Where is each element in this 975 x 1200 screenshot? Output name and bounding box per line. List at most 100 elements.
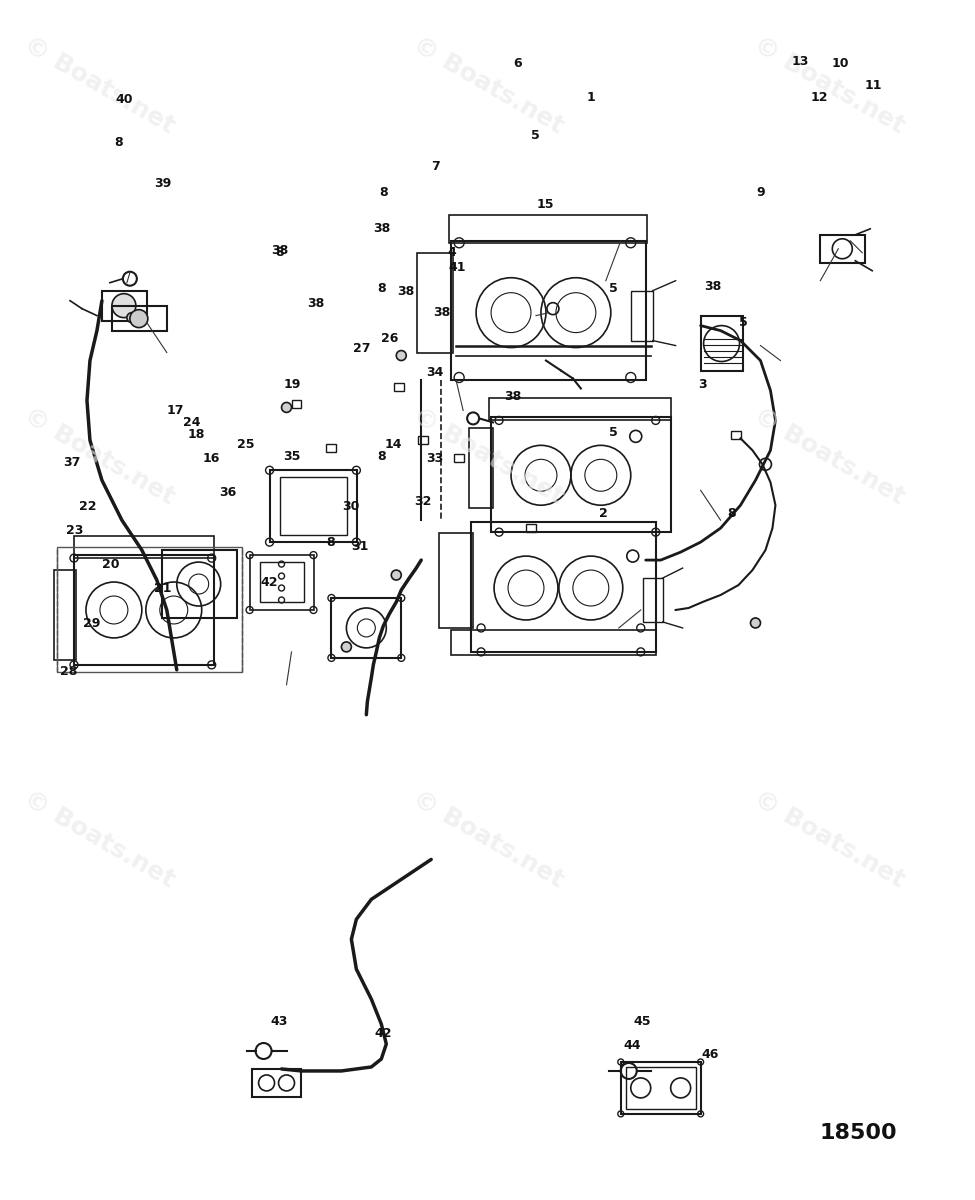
Text: 38: 38 xyxy=(704,280,721,293)
Bar xyxy=(526,524,536,532)
Text: 40: 40 xyxy=(115,94,133,106)
Text: 8: 8 xyxy=(379,186,388,199)
Text: © Boats.net: © Boats.net xyxy=(409,786,568,893)
Bar xyxy=(102,290,147,320)
Text: 38: 38 xyxy=(397,284,414,298)
Text: 32: 32 xyxy=(413,496,431,509)
Text: 26: 26 xyxy=(380,332,398,346)
Text: 19: 19 xyxy=(284,378,300,391)
Text: 5: 5 xyxy=(608,282,617,295)
Bar xyxy=(418,437,428,444)
Text: 9: 9 xyxy=(757,186,765,199)
Bar xyxy=(292,401,301,408)
Circle shape xyxy=(282,402,292,413)
Bar xyxy=(280,478,347,535)
Text: 11: 11 xyxy=(864,79,881,91)
Bar xyxy=(269,470,358,542)
Text: 30: 30 xyxy=(342,500,359,514)
Text: 8: 8 xyxy=(327,536,335,550)
Text: 16: 16 xyxy=(203,452,220,466)
Text: 15: 15 xyxy=(536,198,554,211)
Bar xyxy=(626,1067,695,1109)
Text: 31: 31 xyxy=(351,540,369,553)
Text: 45: 45 xyxy=(634,1015,651,1028)
Text: 6: 6 xyxy=(514,58,522,70)
Circle shape xyxy=(112,294,136,318)
Bar xyxy=(394,384,405,391)
Text: 36: 36 xyxy=(219,486,237,499)
Text: 18500: 18500 xyxy=(819,1123,897,1142)
Text: 8: 8 xyxy=(115,136,123,149)
Text: 3: 3 xyxy=(698,378,707,391)
Text: 38: 38 xyxy=(271,244,288,257)
Text: 12: 12 xyxy=(810,91,828,103)
Text: 29: 29 xyxy=(83,618,100,630)
Text: 23: 23 xyxy=(66,524,84,538)
Text: 18: 18 xyxy=(188,428,206,442)
Bar xyxy=(112,306,167,330)
Bar xyxy=(449,215,646,242)
Text: 34: 34 xyxy=(426,366,444,379)
Text: 2: 2 xyxy=(599,508,607,521)
Bar xyxy=(451,630,656,655)
Text: 28: 28 xyxy=(59,665,77,678)
Text: 5: 5 xyxy=(739,316,748,329)
Text: 13: 13 xyxy=(791,55,808,67)
Bar xyxy=(439,533,473,628)
Text: © Boats.net: © Boats.net xyxy=(20,32,179,138)
Text: 44: 44 xyxy=(624,1039,642,1052)
Bar xyxy=(491,418,671,532)
Bar xyxy=(57,547,242,672)
Bar xyxy=(74,556,214,665)
Text: 24: 24 xyxy=(183,416,201,430)
Text: 7: 7 xyxy=(431,160,440,173)
Text: 1: 1 xyxy=(586,91,595,103)
Circle shape xyxy=(751,618,760,628)
Bar xyxy=(252,1069,301,1097)
Text: 38: 38 xyxy=(504,390,522,403)
Text: © Boats.net: © Boats.net xyxy=(20,786,179,893)
Text: 38: 38 xyxy=(433,306,450,319)
Text: 38: 38 xyxy=(373,222,390,235)
Text: 14: 14 xyxy=(384,438,402,451)
Text: © Boats.net: © Boats.net xyxy=(20,403,179,509)
Text: 27: 27 xyxy=(353,342,370,355)
Bar xyxy=(54,570,76,660)
Text: © Boats.net: © Boats.net xyxy=(750,32,909,138)
Bar xyxy=(250,556,315,610)
Text: 43: 43 xyxy=(271,1015,288,1028)
Circle shape xyxy=(396,350,407,360)
Bar xyxy=(471,522,656,652)
Text: © Boats.net: © Boats.net xyxy=(750,403,909,509)
Text: 22: 22 xyxy=(79,500,97,514)
Circle shape xyxy=(130,310,148,328)
Bar xyxy=(643,578,663,622)
Text: © Boats.net: © Boats.net xyxy=(409,403,568,509)
Text: 10: 10 xyxy=(832,58,849,70)
Text: 20: 20 xyxy=(102,558,120,570)
Text: 42: 42 xyxy=(374,1027,392,1040)
Text: © Boats.net: © Boats.net xyxy=(409,32,568,138)
Text: 39: 39 xyxy=(154,176,172,190)
Bar xyxy=(631,290,652,341)
Bar xyxy=(730,431,741,439)
Bar xyxy=(469,428,493,509)
Text: 37: 37 xyxy=(63,456,81,469)
Bar xyxy=(621,1062,701,1114)
Bar xyxy=(489,398,671,420)
Text: 21: 21 xyxy=(154,582,172,594)
Text: 5: 5 xyxy=(531,128,539,142)
Text: 5: 5 xyxy=(608,426,617,439)
Text: 46: 46 xyxy=(702,1049,720,1062)
Bar xyxy=(327,444,336,452)
Bar xyxy=(454,455,464,462)
Text: 4: 4 xyxy=(448,246,456,259)
Text: 25: 25 xyxy=(237,438,254,451)
Text: 8: 8 xyxy=(377,450,386,463)
Bar xyxy=(451,241,645,380)
Text: © Boats.net: © Boats.net xyxy=(750,786,909,893)
Text: 8: 8 xyxy=(377,282,386,295)
Circle shape xyxy=(341,642,351,652)
Text: 8: 8 xyxy=(727,508,736,521)
Text: 35: 35 xyxy=(284,450,300,463)
